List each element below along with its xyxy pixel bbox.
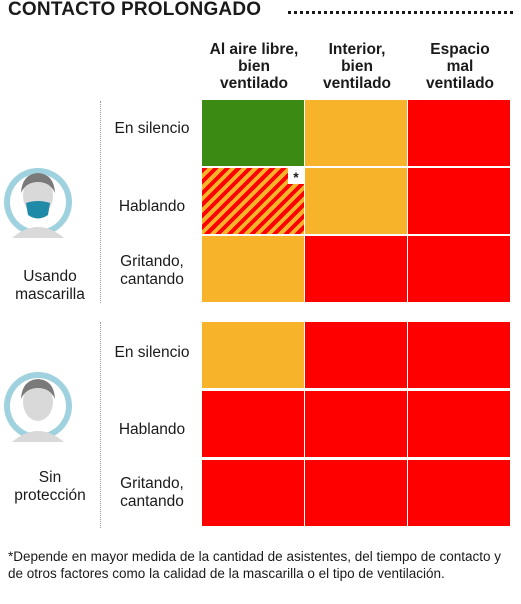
row-label-line: Gritando,	[120, 253, 184, 270]
row-label-masked-silent: En silencio	[106, 120, 198, 138]
risk-cell-orange	[202, 236, 304, 302]
row-label-unprotected-silent: En silencio	[106, 344, 198, 362]
column-header-line: Interior,	[328, 41, 386, 58]
group-label-line: protección	[14, 487, 86, 504]
column-header-line: ventilado	[425, 75, 495, 92]
group-divider-unprotected	[100, 322, 101, 528]
row-label-line: cantando	[120, 271, 184, 288]
footnote: *Depende en mayor medida de la cantidad …	[8, 549, 502, 581]
risk-cell-hatched: *	[202, 168, 304, 234]
person-without-mask-icon	[4, 372, 72, 442]
column-header-line: ventilado	[219, 75, 289, 92]
risk-cell-red	[202, 391, 304, 457]
group-label-line: Usando	[23, 268, 77, 285]
risk-cell-red	[408, 460, 510, 526]
group-label-line: mascarilla	[15, 286, 85, 303]
row-label-line: Gritando,	[120, 475, 184, 492]
risk-cell-red	[305, 236, 407, 302]
risk-cell-red	[305, 460, 407, 526]
column-header-line: ventilado	[322, 75, 392, 92]
asterisk-marker: *	[288, 168, 304, 185]
row-label-line: Hablando	[118, 421, 186, 438]
risk-cell-red	[408, 391, 510, 457]
row-label-line: En silencio	[114, 344, 190, 361]
row-label-masked-shouting: Gritando, cantando	[106, 253, 198, 289]
row-label-unprotected-shouting: Gritando, cantando	[106, 475, 198, 511]
title-row: CONTACTO PROLONGADO	[8, 0, 513, 22]
risk-cell-orange	[305, 168, 407, 234]
risk-cell-orange	[305, 100, 407, 166]
column-header-line: mal	[446, 58, 474, 75]
risk-cell-red	[202, 460, 304, 526]
row-label-masked-talking: Hablando	[106, 198, 198, 216]
group-label-unprotected: Sin protección	[0, 469, 100, 505]
group-label-masked: Usando mascarilla	[0, 268, 100, 304]
risk-cell-red	[305, 391, 407, 457]
column-header-line: bien	[341, 58, 373, 75]
column-header-line: Al aire libre,	[209, 41, 299, 58]
risk-cell-orange	[202, 322, 304, 388]
column-header-outdoor: Al aire libre, bien ventilado	[202, 41, 306, 92]
column-header-line: bien	[238, 58, 270, 75]
row-label-line: En silencio	[114, 120, 190, 137]
column-header-poorly-ventilated: Espacio mal ventilado	[408, 41, 512, 92]
risk-cell-green	[202, 100, 304, 166]
title-dotted-rule	[288, 11, 513, 14]
risk-cell-red	[408, 168, 510, 234]
risk-cell-red	[305, 322, 407, 388]
chart-title: CONTACTO PROLONGADO	[8, 0, 262, 20]
column-header-indoor-ventilated: Interior, bien ventilado	[305, 41, 409, 92]
risk-cell-red	[408, 100, 510, 166]
risk-cell-red	[408, 236, 510, 302]
person-with-mask-icon	[4, 168, 72, 238]
row-label-unprotected-talking: Hablando	[106, 421, 198, 439]
row-label-line: cantando	[120, 493, 184, 510]
row-label-line: Hablando	[118, 198, 186, 215]
column-header-line: Espacio	[430, 41, 490, 58]
risk-cell-red	[408, 322, 510, 388]
group-divider-masked	[100, 101, 101, 303]
group-label-line: Sin	[38, 469, 62, 486]
